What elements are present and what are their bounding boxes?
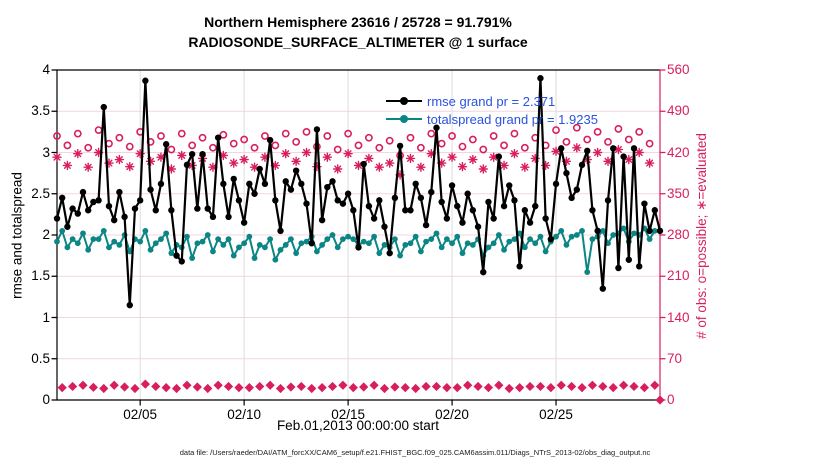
left-ytick-1.5: 1.5 — [31, 268, 50, 284]
x-axis-label: Feb.01,2013 00:00:00 start — [276, 418, 440, 433]
left-ytick-4: 4 — [42, 62, 50, 77]
left-ytick-2.5: 2.5 — [31, 185, 50, 201]
xtick-02-25: 02/25 — [539, 407, 573, 422]
legend-label-rmse: rmse grand pr = 2.371 — [427, 93, 556, 109]
left-ytick-0.5: 0.5 — [31, 350, 50, 366]
data-file-caption: data file: /Users/raeder/DAI/ATM_forcXX/… — [179, 448, 651, 457]
left-ytick-3.5: 3.5 — [31, 103, 50, 119]
right-ytick-490: 490 — [667, 103, 690, 119]
left-ytick-0: 0 — [42, 392, 50, 407]
right-ytick-280: 280 — [667, 227, 690, 242]
xtick-02-10: 02/10 — [227, 407, 262, 422]
xtick-02-20: 02/20 — [435, 407, 469, 422]
right-ytick-210: 210 — [667, 268, 690, 284]
plot-title-line1: Northern Hemisphere 23616 / 25728 = 91.7… — [204, 14, 512, 30]
right-ytick-350: 350 — [667, 185, 690, 201]
right-ytick-420: 420 — [667, 144, 690, 160]
xtick-02-05: 02/05 — [123, 407, 158, 422]
left-ytick-1: 1 — [42, 309, 50, 325]
left-ytick-3: 3 — [42, 144, 50, 160]
legend-label-totalspread: totalspread grand pr = 1.9235 — [427, 111, 598, 127]
right-ytick-70: 70 — [667, 350, 683, 366]
rmse-line-marker-icon — [386, 97, 422, 105]
left-ytick-2: 2 — [42, 227, 50, 242]
plot-legend: rmse grand pr = 2.371 totalspread grand … — [386, 92, 598, 128]
xtick-02-15: 02/15 — [331, 407, 365, 422]
right-ytick-140: 140 — [667, 309, 690, 325]
right-ytick-0: 0 — [667, 392, 675, 407]
right-ytick-560: 560 — [667, 62, 690, 77]
legend-item-rmse: rmse grand pr = 2.371 — [386, 92, 598, 110]
plot-title: Northern Hemisphere 23616 / 25728 = 91.7… — [0, 12, 716, 52]
legend-item-totalspread: totalspread grand pr = 1.9235 — [386, 110, 598, 128]
totalspread-line-marker-icon — [386, 115, 422, 123]
plot-title-line2: RADIOSONDE_SURFACE_ALTIMETER @ 1 surface — [188, 34, 528, 50]
